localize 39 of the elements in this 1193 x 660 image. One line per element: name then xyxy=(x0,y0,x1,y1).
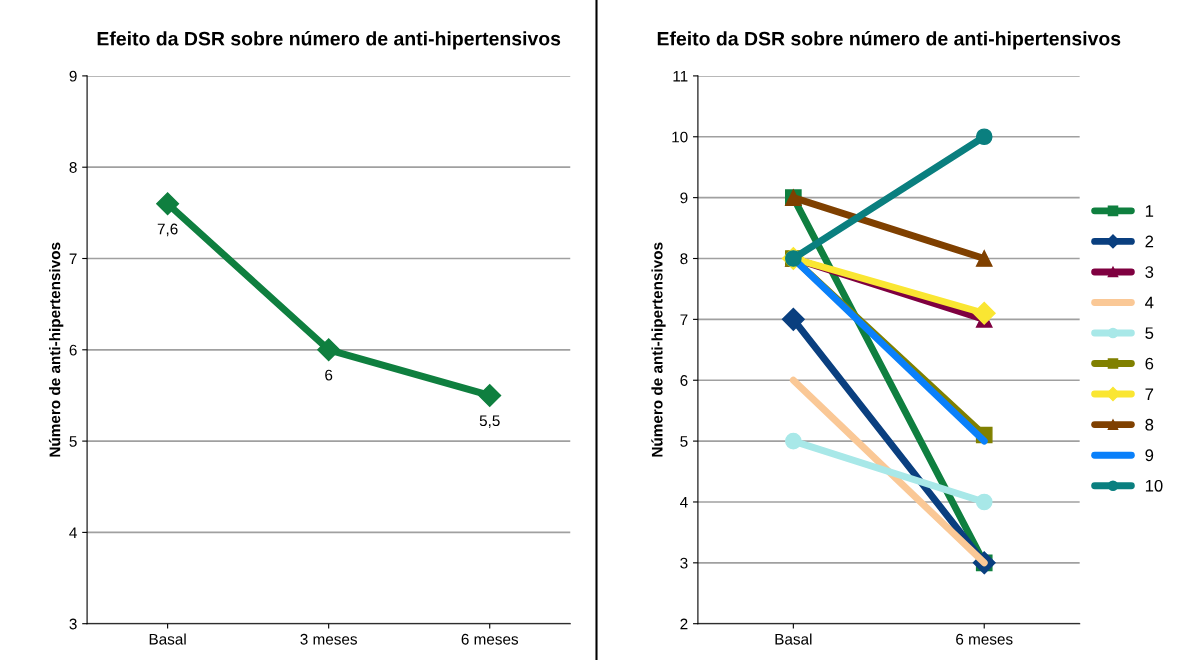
y-tick-label: 8 xyxy=(680,253,688,265)
y-tick-label: 4 xyxy=(680,496,688,508)
data-label: 7,6 xyxy=(157,223,178,237)
legend-label: 4 xyxy=(1145,296,1154,309)
y-tick-label: 9 xyxy=(680,192,688,204)
y-tick-label: 4 xyxy=(69,527,77,538)
x-tick-label: Basal xyxy=(149,633,186,645)
y-tick-label: 3 xyxy=(69,618,77,630)
y-tick-label: 2 xyxy=(680,618,688,630)
legend-label: 9 xyxy=(1145,449,1154,462)
legend-label: 3 xyxy=(1145,266,1154,278)
y-tick-label: 3 xyxy=(680,557,688,569)
y-axis-title: Número de anti-hipertensivos xyxy=(48,242,64,457)
chart-title: Efeito da DSR sobre número de anti-hipertensivos xyxy=(97,31,561,50)
data-label: 5,5 xyxy=(479,415,500,428)
y-tick-label: 6 xyxy=(69,344,77,356)
legend-label: 1 xyxy=(1145,205,1154,217)
x-tick-label: 3 meses xyxy=(300,633,357,645)
x-tick-label: 6 meses xyxy=(956,633,1013,645)
y-tick-label: 7 xyxy=(680,314,688,325)
y-tick-label: 8 xyxy=(69,162,77,173)
y-tick-label: 10 xyxy=(672,131,688,143)
y-tick-label: 7 xyxy=(69,253,77,265)
x-tick-label: Basal xyxy=(775,633,812,645)
x-tick-label: 6 meses xyxy=(461,633,519,645)
y-tick-label: 6 xyxy=(680,375,688,386)
legend-label: 5 xyxy=(1145,327,1154,340)
y-tick-label: 9 xyxy=(69,70,77,82)
y-tick-label: 5 xyxy=(69,436,77,447)
legend-label: 8 xyxy=(1145,418,1154,431)
y-axis-title: Número de anti-hipertensivos xyxy=(651,242,666,457)
data-label: 6 xyxy=(325,369,333,381)
legend-label: 2 xyxy=(1145,235,1154,248)
chart-title: Efeito da DSR sobre número de anti-hipertensivos xyxy=(657,31,1121,50)
legend-label: 10 xyxy=(1145,479,1163,492)
y-tick-label: 5 xyxy=(680,436,688,447)
y-tick-label: 11 xyxy=(673,70,688,82)
legend-label: 7 xyxy=(1145,388,1154,400)
legend-label: 6 xyxy=(1145,357,1154,370)
